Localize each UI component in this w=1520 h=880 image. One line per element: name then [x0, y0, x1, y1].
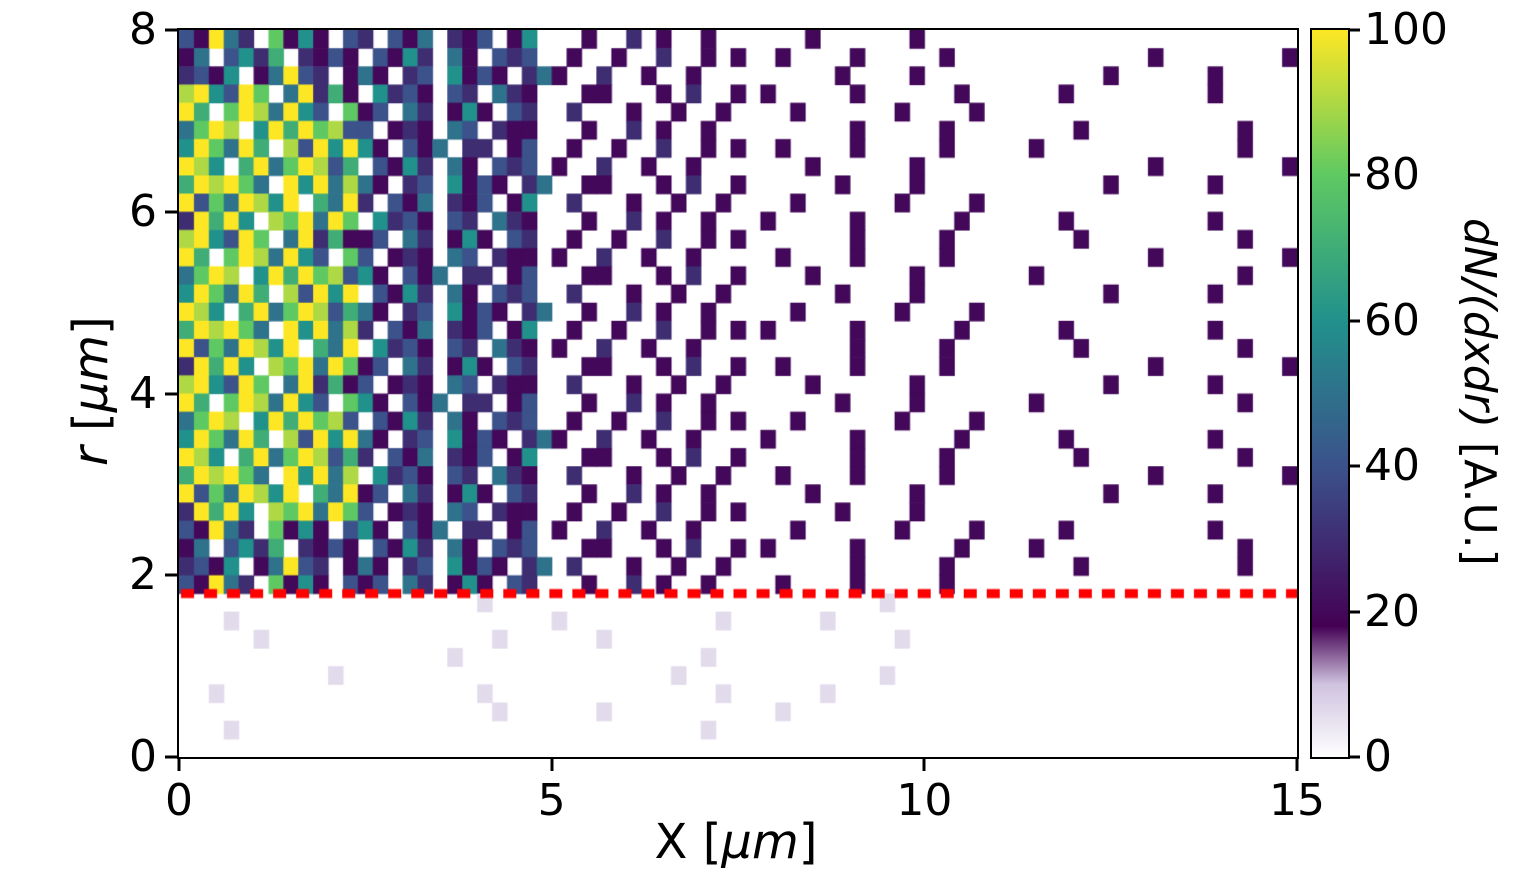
y-axis-label-var: r [63, 446, 119, 467]
y-tick-mark [165, 392, 179, 395]
colorbar-tick-mark [1348, 610, 1360, 614]
colorbar-tick-label: 80 [1364, 149, 1420, 201]
y-axis-label-unit: μm [63, 335, 119, 413]
heatmap-canvas [179, 30, 1297, 757]
colorbar-tick-mark [1348, 319, 1360, 323]
x-tick-label: 5 [537, 775, 566, 826]
y-tick-label: 6 [129, 185, 157, 237]
colorbar-tick-mark [1348, 28, 1360, 32]
x-tick-label: 15 [1269, 775, 1325, 826]
y-tick-mark [165, 573, 179, 577]
plot-area: 0 5 10 15 0 2 4 6 8 [129, 8, 1325, 823]
x-tick-mark [922, 757, 926, 771]
x-tick-label: 0 [165, 775, 193, 826]
colorbar-tick-mark [1348, 464, 1360, 468]
y-tick-label: 2 [129, 549, 157, 601]
x-tick-mark [177, 757, 181, 771]
y-tick-label: 0 [129, 731, 157, 782]
colorbar-tick-mark [1348, 173, 1360, 177]
colorbar-tick-label: 60 [1364, 294, 1420, 346]
y-tick-mark [165, 755, 179, 759]
y-tick-mark [165, 28, 179, 32]
colorbar-tick-mark [1348, 755, 1360, 759]
x-tick-mark [1295, 757, 1299, 771]
colorbar-tick-label: 40 [1364, 440, 1420, 492]
colorbar-label: dN/(dxdr) [A.U.] [1446, 28, 1512, 755]
colorbar-tick-label: 100 [1364, 4, 1448, 55]
colorbar-label-unit: [A.U.] [1454, 427, 1505, 566]
y-axis-label-bracket-open: [ [63, 412, 119, 447]
x-axis-label-unit: μm [721, 814, 799, 870]
colorbar: 0 20 40 60 80 100 [1310, 8, 1448, 779]
colorbar-gradient [1312, 30, 1348, 757]
x-tick-label: 10 [896, 775, 953, 826]
colorbar-tick-label: 20 [1364, 585, 1420, 637]
y-axis-label: r [μm] [58, 28, 124, 755]
y-tick-label: 4 [129, 367, 157, 419]
y-tick-label: 8 [129, 4, 157, 55]
x-axis-label-pre: X [ [654, 814, 722, 870]
y-axis-label-bracket-close: ] [63, 316, 119, 336]
x-tick-mark [550, 757, 554, 771]
x-axis-label: X [μm] [177, 816, 1295, 869]
colorbar-label-math: dN/(dxdr) [1454, 217, 1505, 428]
colorbar-tick-label: 0 [1364, 731, 1392, 782]
x-axis-label-post: ] [798, 814, 818, 870]
y-tick-mark [165, 210, 179, 214]
